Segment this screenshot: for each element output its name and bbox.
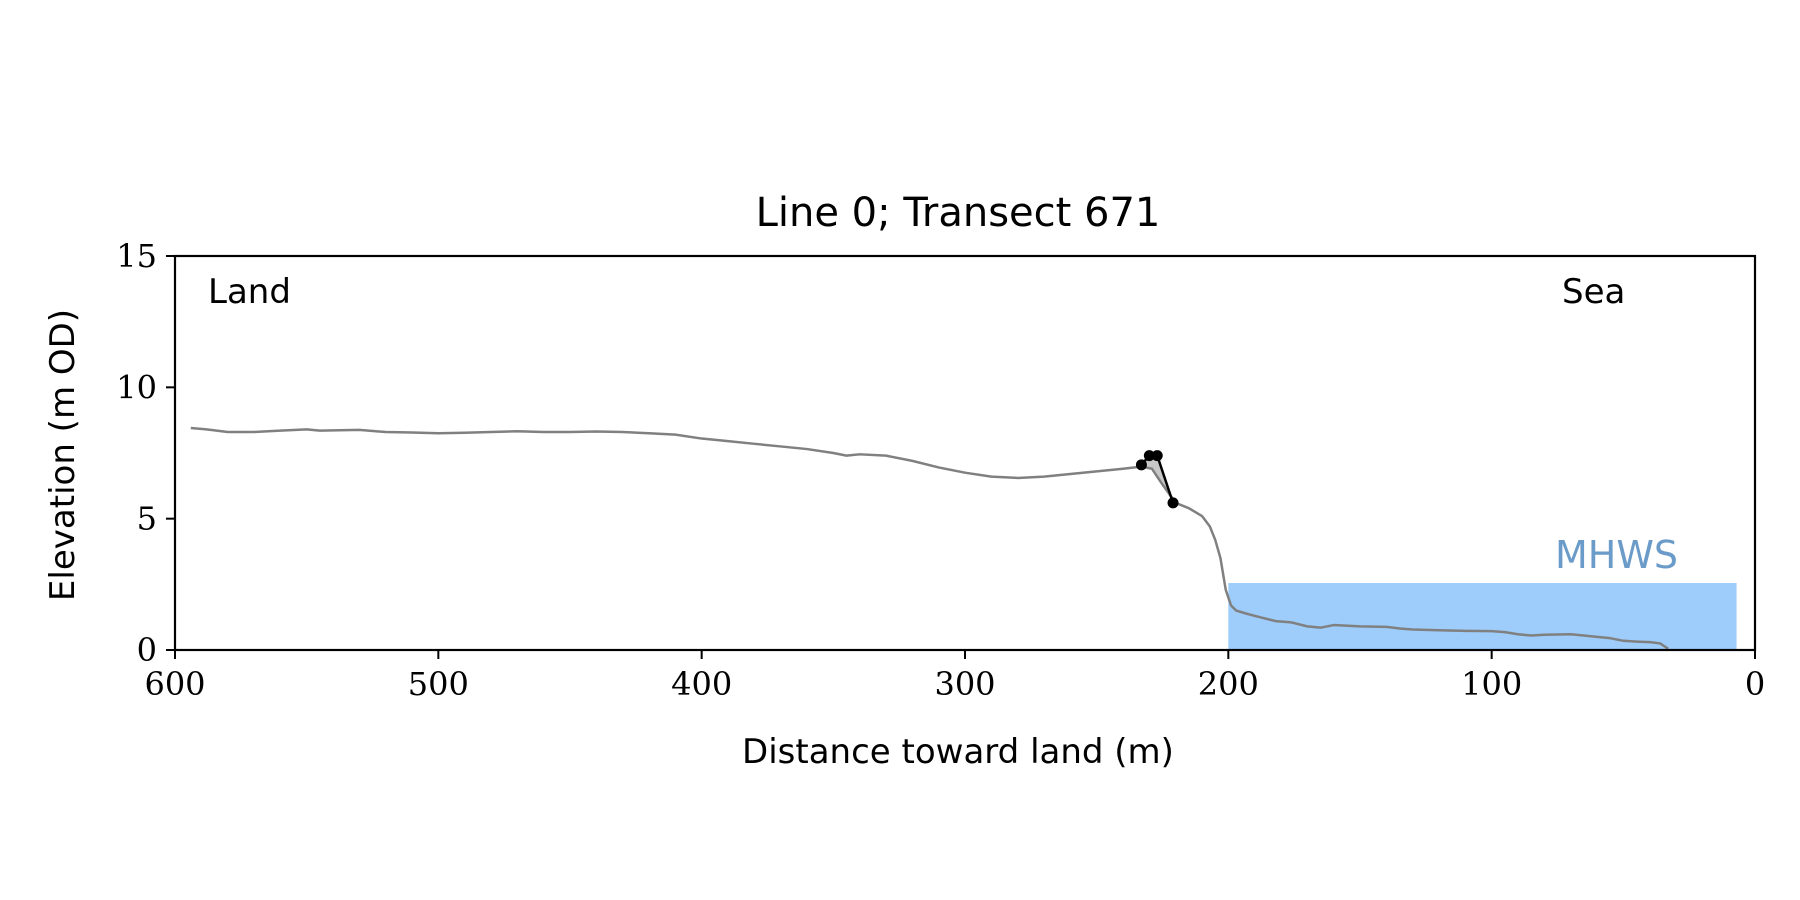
- mhws-band: [1228, 583, 1737, 650]
- cliff-marker-point: [1167, 497, 1179, 509]
- x-tick-label: 200: [1198, 665, 1259, 703]
- x-tick-label: 500: [408, 665, 469, 703]
- plot-area: [190, 426, 1737, 650]
- chart-title: Line 0; Transect 671: [756, 190, 1161, 236]
- x-tick-label: 100: [1461, 665, 1522, 703]
- x-tick-label: 300: [934, 665, 995, 703]
- cliff-marker-point: [1135, 459, 1147, 471]
- cliff-marker-point: [1151, 450, 1163, 462]
- x-tick-label: 600: [144, 665, 205, 703]
- x-tick-label: 0: [1745, 665, 1765, 703]
- mhws-label: MHWS: [1555, 533, 1678, 577]
- axes: 600 500 400 300 200 100 0 0 5 10 15: [116, 237, 1765, 703]
- y-axis-label: Elevation (m OD): [43, 309, 83, 601]
- x-tick-label: 400: [671, 665, 732, 703]
- sea-label: Sea: [1562, 272, 1625, 312]
- y-tick-label: 15: [116, 237, 157, 275]
- y-tick-label: 5: [137, 500, 157, 538]
- y-tick-label: 0: [137, 631, 157, 669]
- x-axis-label: Distance toward land (m): [742, 732, 1174, 772]
- y-tick-label: 10: [116, 368, 157, 406]
- land-label: Land: [208, 272, 291, 312]
- cliff-marker-point: [1143, 450, 1155, 462]
